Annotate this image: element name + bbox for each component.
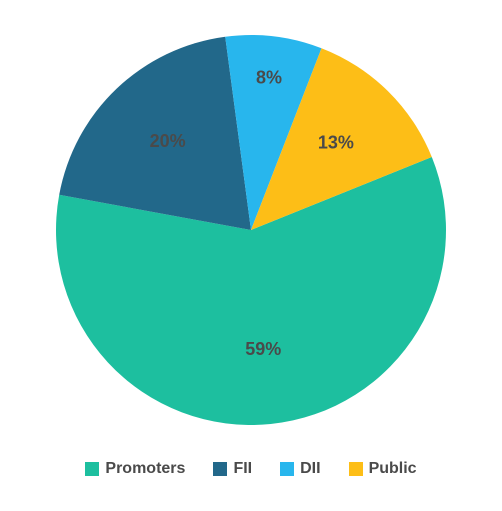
legend-label-dii: DII	[300, 460, 320, 478]
legend-swatch-dii	[280, 462, 294, 476]
legend-swatch-fii	[213, 462, 227, 476]
pie-svg: 59% 20% 8% 13%	[0, 0, 502, 511]
legend-item-promoters: Promoters	[85, 460, 185, 478]
legend-label-fii: FII	[233, 460, 252, 478]
slice-label-promoters: 59%	[245, 339, 281, 359]
legend-label-promoters: Promoters	[105, 460, 185, 478]
slice-label-fii: 20%	[150, 131, 186, 151]
legend-item-dii: DII	[280, 460, 320, 478]
legend-item-fii: FII	[213, 460, 252, 478]
legend: Promoters FII DII Public	[0, 460, 502, 478]
slice-label-public: 13%	[318, 133, 354, 153]
slice-label-dii: 8%	[256, 68, 282, 88]
legend-item-public: Public	[349, 460, 417, 478]
legend-swatch-promoters	[85, 462, 99, 476]
legend-swatch-public	[349, 462, 363, 476]
shareholding-pie-chart: 59% 20% 8% 13% Promoters FII DII Public	[0, 0, 502, 511]
legend-label-public: Public	[369, 460, 417, 478]
